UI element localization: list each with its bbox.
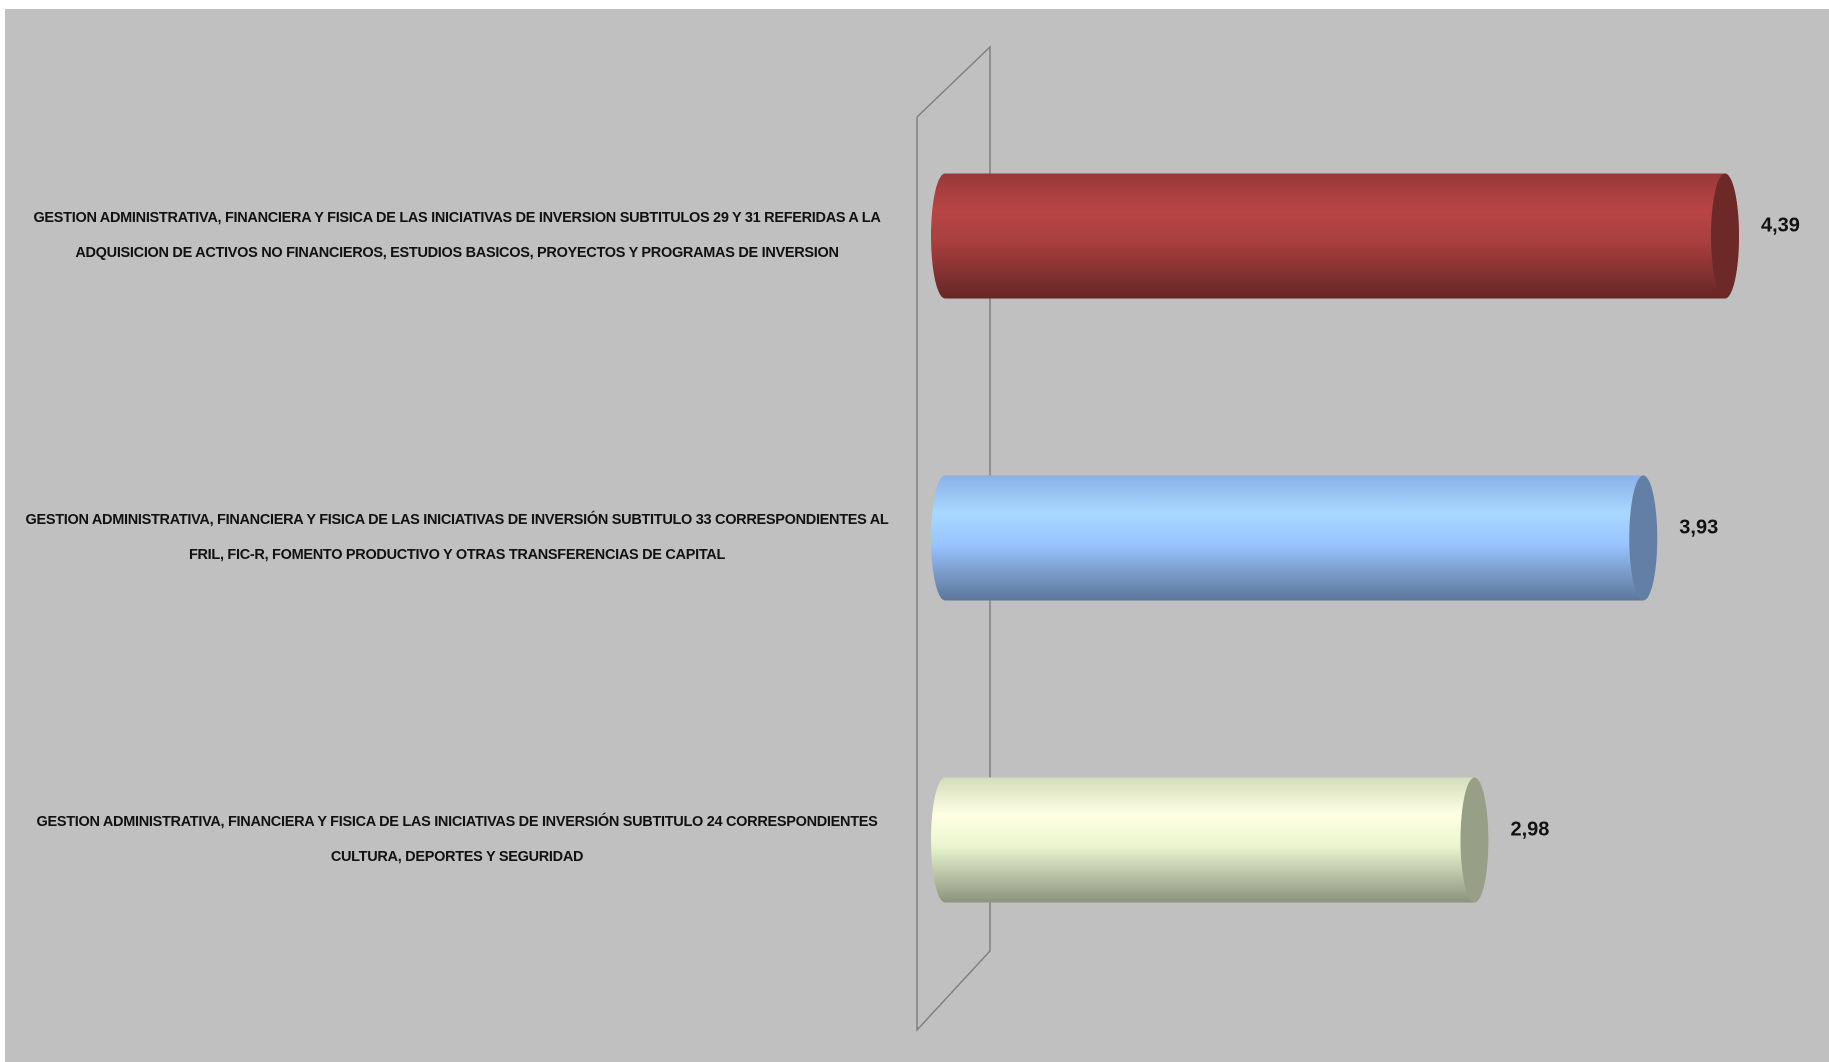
- category-label: GESTION ADMINISTRATIVA, FINANCIERA Y FIS…: [33, 210, 881, 261]
- bar-cap: [1629, 475, 1658, 601]
- bar: [931, 173, 1740, 299]
- bar-cap: [1711, 173, 1739, 299]
- bar: [931, 777, 1489, 903]
- bar-body: [931, 777, 1489, 903]
- value-label: 3,93: [1679, 516, 1718, 538]
- bar-cap: [1460, 777, 1489, 903]
- axis-wall: [916, 45, 991, 1032]
- category-label: GESTION ADMINISTRATIVA, FINANCIERA Y FIS…: [36, 814, 878, 865]
- bar-body: [931, 173, 1740, 299]
- bar: [931, 475, 1658, 601]
- category-label: GESTION ADMINISTRATIVA, FINANCIERA Y FIS…: [25, 512, 889, 563]
- value-label: 2,98: [1510, 818, 1549, 840]
- value-label: 4,39: [1761, 214, 1800, 236]
- bar-body: [931, 475, 1658, 601]
